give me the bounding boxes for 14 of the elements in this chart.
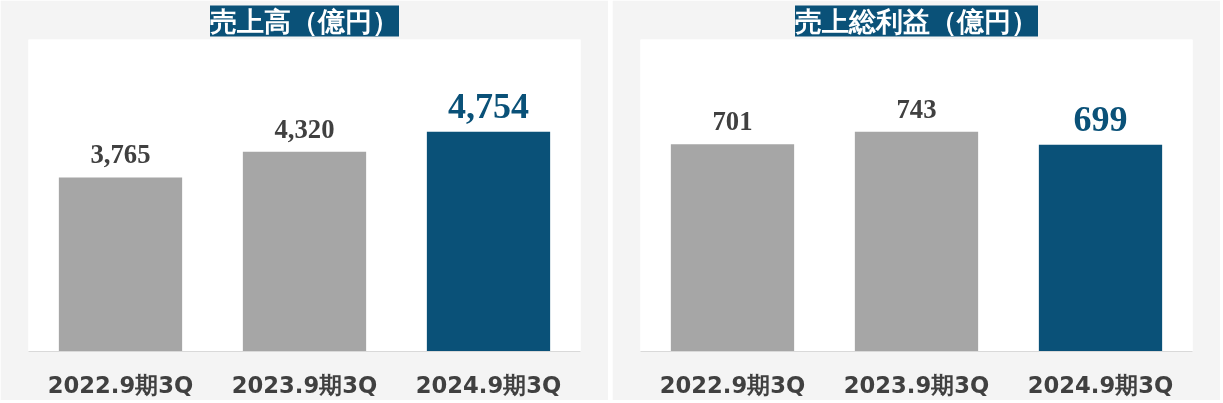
data-label: 701 xyxy=(712,106,753,137)
data-label: 3,765 xyxy=(90,139,151,170)
x-tick-label: 2024.9期3Q xyxy=(1027,371,1174,398)
chart-title: 売上総利益（億円） xyxy=(795,5,1038,37)
x-tick-label: 2022.9期3Q xyxy=(47,371,194,398)
chart-title: 売上高（億円） xyxy=(210,5,399,37)
x-tick-label: 2023.9期3Q xyxy=(843,371,990,398)
x-tick-label: 2024.9期3Q xyxy=(415,371,562,398)
data-label: 743 xyxy=(896,93,937,124)
data-label: 4,320 xyxy=(274,113,335,144)
data-label: 4,754 xyxy=(448,85,529,126)
x-tick-label: 2023.9期3Q xyxy=(231,371,378,398)
x-tick-label: 2022.9期3Q xyxy=(659,371,806,398)
data-label: 699 xyxy=(1073,98,1128,139)
